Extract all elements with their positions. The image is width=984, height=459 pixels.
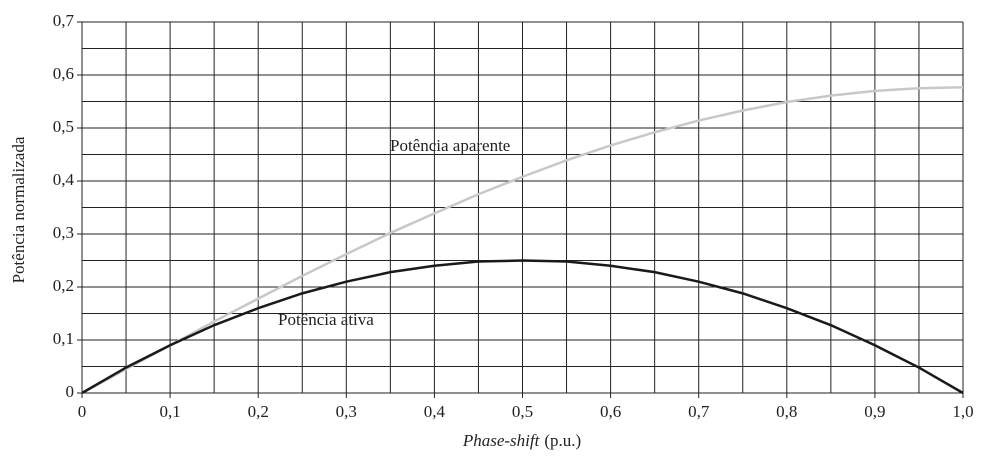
x-tick-label: 0,2 — [248, 402, 269, 421]
y-tick-label: 0,1 — [53, 329, 74, 348]
x-tick-label: 0,8 — [776, 402, 797, 421]
y-tick-label: 0,4 — [53, 170, 75, 189]
x-axis-label-italic: Phase-shift — [462, 431, 541, 450]
x-tick-label: 1,0 — [952, 402, 973, 421]
x-axis-label: Phase-shift (p.u.) — [462, 431, 581, 450]
x-tick-label: 0,5 — [512, 402, 533, 421]
x-tick-label: 0,3 — [336, 402, 357, 421]
x-tick-label: 0,7 — [688, 402, 710, 421]
x-tick-label: 0,6 — [600, 402, 621, 421]
annotation: Potência ativa — [278, 310, 374, 329]
x-tick-label: 0 — [78, 402, 87, 421]
y-tick-label: 0,3 — [53, 223, 74, 242]
line-series — [81, 259, 964, 395]
y-tick-label: 0,5 — [53, 117, 74, 136]
x-tick-label: 0,1 — [159, 402, 180, 421]
x-tick-label: 0,4 — [424, 402, 446, 421]
x-axis-label-unit: (p.u.) — [544, 431, 581, 450]
y-tick-label: 0,7 — [53, 11, 75, 30]
annotation: Potência aparente — [390, 136, 510, 155]
y-tick-label: 0,6 — [53, 64, 74, 83]
y-tick-label: 0 — [66, 382, 75, 401]
line-series — [81, 85, 964, 395]
y-tick-label: 0,2 — [53, 276, 74, 295]
y-axis-label: Potência normalizada — [9, 136, 28, 283]
x-tick-label: 0,9 — [864, 402, 885, 421]
